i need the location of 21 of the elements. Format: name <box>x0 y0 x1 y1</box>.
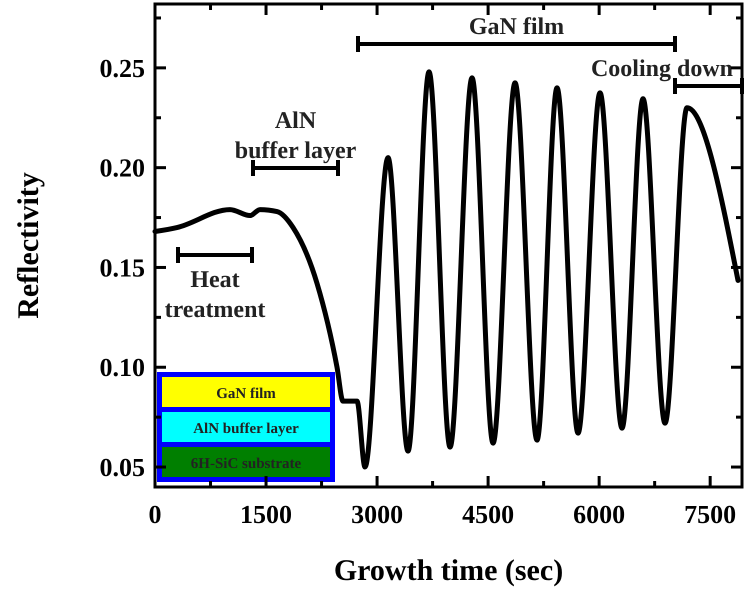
y-tick-label: 0.20 <box>100 154 145 183</box>
x-tick-label: 0 <box>148 500 162 529</box>
y-tick-label: 0.25 <box>100 54 145 83</box>
annotation: 6H-SiC substrate <box>190 456 302 472</box>
annotation: GaN film <box>468 14 564 40</box>
y-tick-label: 0.05 <box>100 453 145 482</box>
x-tick-label: 6000 <box>573 500 626 529</box>
annotation: AlN buffer layer <box>193 421 300 437</box>
x-tick-label: 4500 <box>462 500 514 529</box>
annotation: AlN buffer layer <box>234 108 357 164</box>
annotation: GaN film <box>216 386 276 402</box>
y-tick-label: 0.10 <box>100 353 145 382</box>
x-axis-title: Growth time (sec) <box>334 554 564 587</box>
y-axis-title: Reflectivity <box>12 172 45 319</box>
x-tick-label: 3000 <box>351 500 404 529</box>
y-tick-label: 0.15 <box>100 253 145 282</box>
annotation: Heat treatment <box>164 267 266 323</box>
x-tick-label: 1500 <box>240 500 292 529</box>
x-tick-label: 7500 <box>684 500 736 529</box>
layer-stack: GaN film AlN buffer layer 6H-SiC substrate <box>157 372 335 482</box>
annotation: Cooling down <box>590 56 734 82</box>
